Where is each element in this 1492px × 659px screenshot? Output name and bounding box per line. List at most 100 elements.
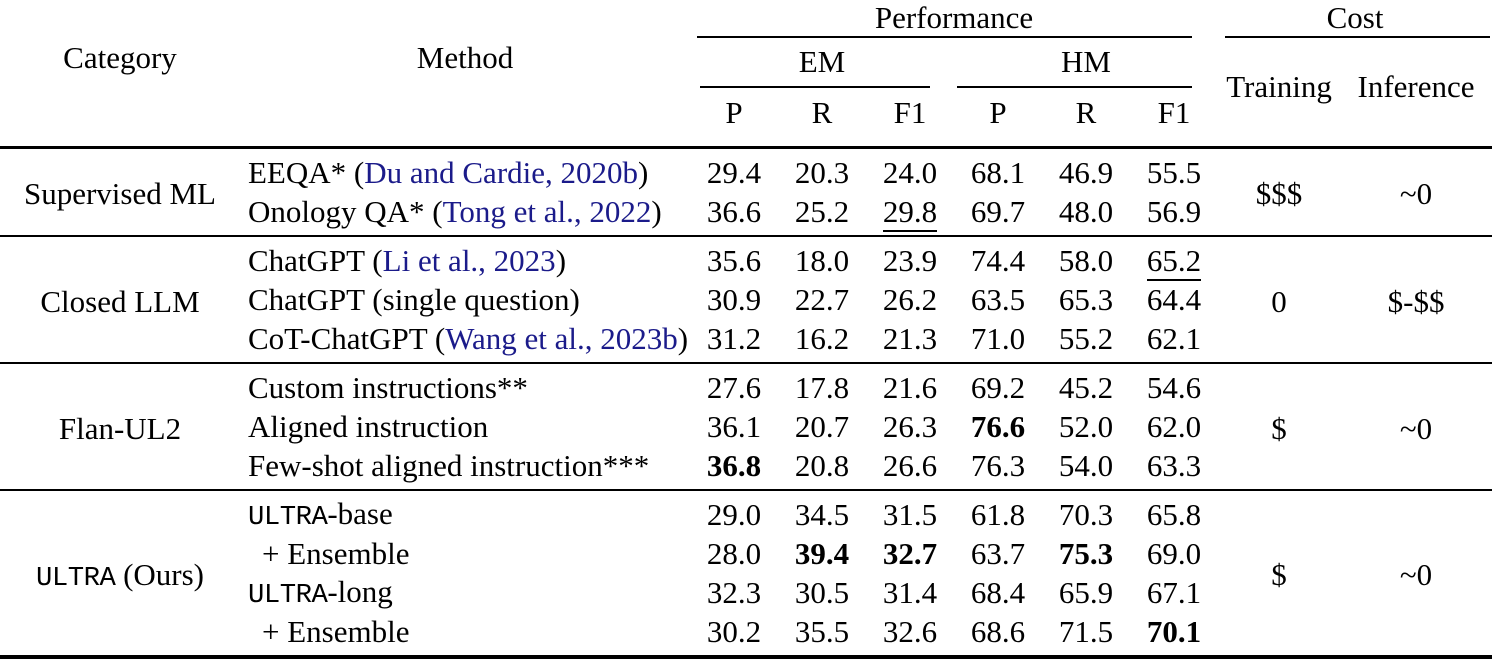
method-name-mono: ULTRA — [248, 502, 328, 533]
metric-value: 31.4 — [882, 574, 938, 610]
inference-cost-cell: ~0 — [1399, 557, 1433, 592]
training-cost-cell: $ — [1271, 410, 1287, 446]
table-row: CoT-ChatGPT (Wang et al., 2023b) 31.2 16… — [0, 319, 1492, 363]
metric-value: 55.5 — [1146, 154, 1202, 190]
metric-value: 32.6 — [882, 613, 938, 649]
metric-value: 39.4 — [794, 535, 850, 571]
col-header-hm-f1: F1 — [1157, 95, 1191, 130]
method-cell: Onology QA* (Tong et al., 2022) — [240, 192, 690, 236]
method-cell-ensemble: + Ensemble — [240, 612, 690, 657]
metric-value: 34.5 — [794, 496, 850, 532]
method-name: Onology QA* ( — [248, 193, 443, 229]
method-name-mono: ULTRA — [248, 580, 328, 611]
training-cost-cell: $$$ — [1255, 176, 1303, 211]
metric-value: 16.2 — [794, 320, 850, 356]
block-supervised-ml: Supervised ML EEQA* (Du and Cardie, 2020… — [0, 148, 1492, 237]
metric-value: 62.0 — [1146, 408, 1202, 444]
citation-link[interactable]: Wang et al., 2023b — [445, 320, 678, 356]
metric-value: 28.0 — [706, 535, 762, 571]
metric-value: 54.6 — [1146, 369, 1202, 405]
category-name-mono: ULTRA — [36, 562, 116, 594]
metric-value: 75.3 — [1058, 535, 1114, 571]
metric-value: 56.9 — [1146, 193, 1202, 229]
metric-value: 30.2 — [706, 613, 762, 649]
table-row: Few-shot aligned instruction*** 36.8 20.… — [0, 446, 1492, 490]
method-cell: Custom instructions** — [240, 363, 690, 407]
metric-value: 62.1 — [1146, 320, 1202, 356]
method-cell: Few-shot aligned instruction*** — [240, 446, 690, 490]
metric-value: 58.0 — [1058, 242, 1114, 278]
metric-value: 17.8 — [794, 369, 850, 405]
metric-value: 32.3 — [706, 574, 762, 610]
metric-value: 20.3 — [794, 154, 850, 190]
inference-cost-cell: $-$$ — [1387, 283, 1445, 319]
category-name: (Ours) — [115, 556, 204, 592]
metric-value: 70.1 — [1146, 613, 1202, 649]
metric-value: 65.8 — [1146, 496, 1202, 532]
metric-value: 36.8 — [706, 447, 762, 483]
metric-value: 69.0 — [1146, 535, 1202, 571]
citation-link[interactable]: Li et al., 2023 — [382, 242, 556, 278]
metric-value: 67.1 — [1146, 574, 1202, 610]
col-header-inference: Inference — [1357, 69, 1475, 104]
metric-value: 45.2 — [1058, 369, 1114, 405]
method-name: + Ensemble — [262, 613, 410, 649]
inference-cost-cell: ~0 — [1399, 410, 1433, 446]
metric-value: 63.5 — [970, 281, 1026, 317]
metric-value: 26.3 — [882, 408, 938, 444]
method-cell-ensemble: + Ensemble — [240, 534, 690, 573]
method-name: EEQA* ( — [248, 154, 365, 190]
metric-value: 71.0 — [970, 320, 1026, 356]
metric-value: 68.1 — [970, 154, 1026, 190]
block-closed-llm: Closed LLM ChatGPT (Li et al., 2023) 35.… — [0, 236, 1492, 363]
col-header-cost-group: Cost — [1218, 0, 1492, 38]
metric-value: 26.2 — [882, 281, 938, 317]
metric-value: 61.8 — [970, 496, 1026, 532]
method-name: -base — [327, 496, 393, 531]
table-header: Category Method Performance Cost EM — [0, 0, 1492, 148]
col-header-hm-group: HM — [954, 38, 1218, 88]
metric-value: 27.6 — [706, 369, 762, 405]
metric-value: 20.8 — [794, 447, 850, 483]
metric-value: 31.2 — [706, 320, 762, 356]
performance-rule — [697, 36, 1193, 38]
metric-value: 74.4 — [970, 242, 1026, 278]
citation-link[interactable]: Tong et al., 2022 — [442, 193, 652, 229]
metric-value: 23.9 — [882, 242, 938, 278]
metric-value: 69.7 — [970, 193, 1026, 229]
inference-cost-cell: ~0 — [1399, 176, 1433, 211]
method-cell: ChatGPT (Li et al., 2023) — [240, 236, 690, 280]
method-name: + Ensemble — [262, 535, 410, 571]
metric-value: 55.2 — [1058, 320, 1114, 356]
table-row: ChatGPT (single question) 30.9 22.7 26.2… — [0, 280, 1492, 319]
col-header-hm: HM — [1061, 44, 1111, 79]
metric-value: 70.3 — [1058, 496, 1114, 532]
metric-value: 69.2 — [970, 369, 1026, 405]
metric-value: 52.0 — [1058, 408, 1114, 444]
metric-value: 63.3 — [1146, 447, 1202, 483]
cost-rule — [1225, 36, 1491, 38]
metric-value: 21.6 — [882, 369, 938, 405]
col-header-em-r: R — [811, 95, 833, 130]
table-row: + Ensemble 28.0 39.4 32.7 63.7 75.3 69.0 — [0, 534, 1492, 573]
metric-value: 25.2 — [794, 193, 850, 229]
method-name: Aligned instruction — [248, 408, 489, 444]
metric-value: 68.6 — [970, 613, 1026, 649]
method-name: CoT-ChatGPT ( — [248, 320, 446, 356]
col-header-category: Category — [63, 40, 177, 75]
citation-link[interactable]: Du and Cardie, 2020b — [364, 154, 639, 190]
metric-value: 20.7 — [794, 408, 850, 444]
col-header-hm-r: R — [1075, 95, 1097, 130]
metric-value: 22.7 — [794, 281, 850, 317]
training-cost-cell: $ — [1271, 557, 1287, 592]
col-header-cost: Cost — [1326, 0, 1384, 35]
metric-value: 31.5 — [882, 496, 938, 532]
method-cell: CoT-ChatGPT (Wang et al., 2023b) — [240, 319, 690, 363]
table-row: + Ensemble 30.2 35.5 32.6 68.6 71.5 70.1 — [0, 612, 1492, 657]
metric-value: 46.9 — [1058, 154, 1114, 190]
metric-value: 30.9 — [706, 281, 762, 317]
underlined-value: 29.8 — [882, 193, 938, 232]
col-header-em-group: EM — [690, 38, 954, 88]
table-row: ULTRA-long 32.3 30.5 31.4 68.4 65.9 67.1 — [0, 573, 1492, 612]
